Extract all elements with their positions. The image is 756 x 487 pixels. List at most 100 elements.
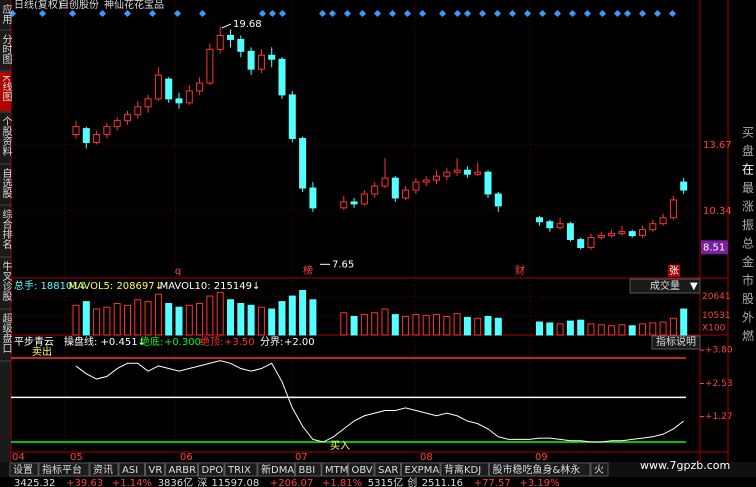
volume-bar — [247, 304, 255, 336]
tab[interactable] — [440, 462, 489, 477]
candle-body — [124, 114, 131, 122]
tab-label[interactable]: 背离KDJ — [444, 463, 481, 476]
panel-char: 最 — [742, 181, 754, 195]
x-axis-label: 06 — [180, 452, 193, 463]
tab-label[interactable]: DPO — [202, 465, 224, 476]
sidebar-item[interactable]: 自选股 — [0, 167, 12, 199]
x-axis-label: 05 — [70, 452, 83, 463]
sidebar-item[interactable]: 分时图 — [0, 34, 12, 65]
tab-label[interactable]: ARBR — [169, 465, 197, 476]
event-diamond — [568, 9, 577, 18]
candle-body — [360, 193, 368, 205]
tab[interactable] — [590, 462, 609, 477]
event-diamond — [653, 9, 662, 18]
panel-char: 市 — [742, 273, 754, 288]
candle-body — [185, 90, 193, 104]
event-diamond — [278, 9, 287, 18]
tab[interactable] — [257, 462, 295, 477]
event-marker: 财 — [515, 264, 525, 277]
event-diamond — [258, 9, 267, 18]
tab-label[interactable]: 股市稳吃鱼身&林永 — [493, 463, 581, 476]
tab[interactable] — [38, 462, 90, 477]
tab-label[interactable]: 资讯 — [93, 464, 113, 476]
param-name: 绝顶: — [200, 335, 223, 348]
indicator-button[interactable] — [651, 335, 701, 350]
buy-signal: 买入 — [330, 440, 350, 452]
tab-label[interactable]: EXPMA — [405, 465, 440, 476]
tab-label[interactable]: MTM — [325, 465, 348, 476]
candle-body — [237, 38, 245, 52]
x-axis-label: 07 — [295, 452, 308, 463]
candle-body — [566, 223, 574, 241]
volume-tick-label: 20641 — [702, 292, 731, 302]
volume-button-label[interactable]: 成交量 — [650, 279, 680, 292]
tab[interactable] — [374, 462, 401, 477]
volume-bar — [546, 322, 554, 336]
current-price-box — [701, 240, 728, 255]
tab-label[interactable]: SAR — [378, 465, 398, 476]
candle-body — [165, 78, 173, 100]
tab[interactable] — [295, 462, 322, 477]
volume-header: MAVOL5: 208697↓ — [69, 281, 163, 292]
tab[interactable] — [9, 462, 39, 477]
sidebar-item[interactable]: K线图 — [0, 75, 12, 102]
candle-body — [268, 54, 276, 60]
volume-bar — [536, 321, 543, 336]
tab-label[interactable]: VR — [149, 465, 163, 476]
volume-bar — [371, 312, 379, 336]
tab[interactable] — [165, 462, 198, 477]
param-name: 绝底: — [140, 335, 163, 348]
sidebar-item[interactable]: 应用 — [0, 3, 12, 25]
volume-bar — [608, 325, 616, 336]
current-price-label: 8.51 — [703, 242, 725, 253]
tab[interactable] — [489, 462, 591, 477]
param-value: +3.50 — [224, 337, 255, 348]
volume-bar — [649, 322, 657, 336]
candle-body — [402, 189, 410, 199]
candle-body — [134, 106, 142, 116]
candle-body — [391, 177, 399, 199]
watermark: www.7gpzb.com — [640, 459, 730, 472]
tab-label[interactable]: ASI — [122, 465, 138, 476]
panel-char: 买 — [742, 126, 754, 140]
status-item: 5315亿 — [368, 476, 403, 487]
tab[interactable] — [118, 462, 145, 477]
indicator-button-label[interactable]: 指标说明 — [656, 335, 696, 348]
x-axis-label: 09 — [535, 452, 548, 463]
volume-bar — [268, 308, 276, 336]
sidebar-item[interactable]: 综合排名 — [0, 208, 12, 250]
status-item: +39.63 — [66, 478, 103, 487]
tab-label[interactable]: 指标平台 — [42, 463, 82, 476]
volume-bar — [618, 324, 626, 336]
indicator-name: 平步青云 — [14, 335, 54, 348]
panel-char: 振 — [742, 218, 754, 232]
indicator-tick-label: +3.80 — [705, 346, 733, 356]
volume-bar — [103, 306, 111, 336]
volume-button[interactable] — [629, 278, 701, 294]
candle-body — [216, 34, 224, 50]
event-marker: 榜 — [303, 264, 313, 277]
volume-bar — [350, 315, 358, 336]
tab[interactable] — [321, 462, 348, 477]
event-diamond — [438, 9, 447, 18]
tab-label[interactable]: BBI — [299, 465, 316, 476]
sidebar-item[interactable]: 个股资料 — [0, 116, 12, 157]
tab[interactable] — [89, 462, 119, 477]
tab[interactable] — [145, 462, 165, 477]
candle-body — [556, 223, 564, 229]
tab-label[interactable]: 设置 — [13, 464, 33, 476]
param-value: +2.00 — [284, 337, 315, 348]
tab-label[interactable]: 新DMA — [261, 463, 294, 476]
tab[interactable] — [198, 462, 225, 477]
sidebar-item[interactable]: 超级盘口 — [0, 312, 12, 353]
tab-label[interactable]: TRIX — [227, 465, 251, 476]
tab[interactable] — [224, 462, 258, 477]
tab-label[interactable]: 火 — [594, 464, 604, 476]
tab-label[interactable]: OBV — [352, 465, 373, 476]
tab[interactable] — [401, 462, 441, 477]
candle-body — [278, 58, 286, 96]
sidebar-item[interactable]: 牛叉诊股 — [0, 260, 12, 302]
candle-body — [196, 82, 204, 92]
tab[interactable] — [348, 462, 375, 477]
